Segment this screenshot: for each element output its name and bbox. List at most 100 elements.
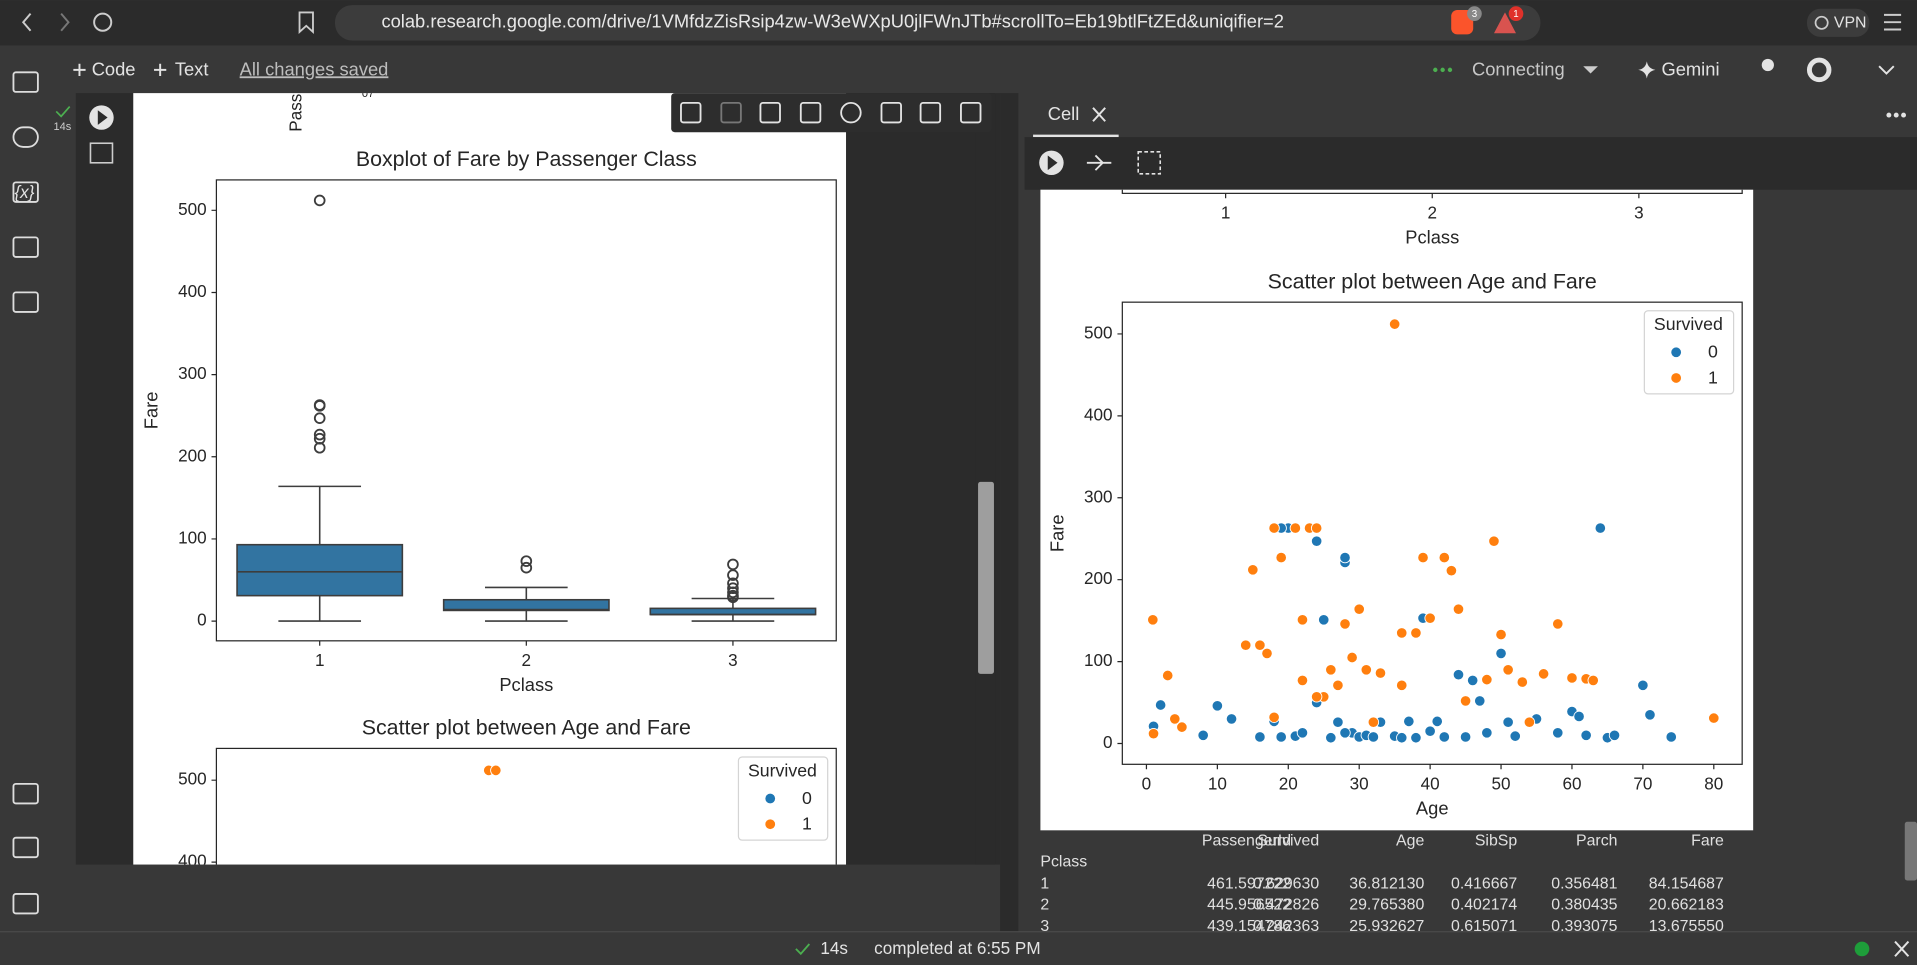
y-tick-label: 500 <box>1084 323 1113 342</box>
panel-tab[interactable]: Cell <box>1048 103 1080 124</box>
chart-title: Scatter plot between Age and Fare <box>362 716 691 740</box>
cell-toolbar-button[interactable] <box>799 101 822 124</box>
scatter-point <box>1438 551 1450 564</box>
scatter-point <box>1275 551 1287 564</box>
cell-toolbar-button[interactable] <box>960 101 982 124</box>
panel-menu-dot[interactable] <box>1893 112 1899 118</box>
flier <box>313 399 326 411</box>
scatter-point <box>1211 700 1224 712</box>
save-status: All changes saved <box>240 58 389 79</box>
scatter-point <box>1339 727 1351 739</box>
status-completed: completed at 6:55 PM <box>874 939 1040 958</box>
scatter-point <box>1374 667 1387 679</box>
share-icon[interactable] <box>1761 58 1774 72</box>
scatter-point <box>1325 732 1337 744</box>
x-tick-label: 2 <box>1427 204 1437 223</box>
forward-button[interactable] <box>60 13 70 32</box>
legend-marker <box>1671 373 1682 383</box>
scatter-point <box>1154 699 1167 711</box>
scatter-point <box>1644 709 1656 721</box>
scatter-point <box>1332 679 1344 692</box>
x-tick-label: 30 <box>1350 775 1369 794</box>
connecting-dot <box>1440 67 1445 73</box>
scatter-point <box>1445 564 1458 577</box>
cell-toolbar-button[interactable] <box>680 101 702 124</box>
scatter-point <box>1310 535 1323 547</box>
scatter-point <box>1318 614 1330 626</box>
flier <box>313 412 326 424</box>
row-index: 3 <box>1040 918 1049 935</box>
cell-toolbar-button[interactable] <box>759 101 781 124</box>
sidebar-icon[interactable] <box>12 181 39 203</box>
scatter-point <box>1594 522 1607 534</box>
axes-frame <box>215 179 837 642</box>
scatter-point <box>490 764 502 777</box>
column-header: PassengerId <box>1202 833 1291 850</box>
runtime-status[interactable]: Connecting <box>1472 58 1565 79</box>
tab-close <box>1092 107 1106 122</box>
y-axis-label: Fare <box>1047 514 1068 552</box>
scatter-point <box>1176 721 1188 733</box>
sidebar-icon[interactable] <box>12 892 39 915</box>
vpn-button[interactable] <box>1806 8 1870 37</box>
x-tick-label: 3 <box>728 651 738 670</box>
legend-label: 1 <box>802 814 812 834</box>
scatter-point <box>1452 603 1465 615</box>
panel-menu-dot[interactable] <box>1901 112 1906 118</box>
gemini-button[interactable]: Gemini <box>1661 58 1719 79</box>
scatter-point <box>1268 711 1280 723</box>
scatter-point <box>1261 647 1273 660</box>
scatter-point <box>1431 715 1443 728</box>
legend-title: Survived <box>748 760 817 780</box>
legend-marker <box>1671 347 1682 358</box>
panel-collapse[interactable] <box>1086 154 1112 171</box>
scatter-point <box>1388 318 1401 330</box>
scatter-point <box>1459 695 1472 707</box>
scatter-point <box>1552 727 1564 739</box>
sidebar-icon[interactable] <box>12 782 39 805</box>
scatter-point <box>1708 712 1720 724</box>
cell-toolbar-button[interactable] <box>880 101 902 124</box>
sidebar-icon[interactable] <box>12 126 39 148</box>
cell-toolbar-button[interactable] <box>840 101 862 124</box>
panel-clear[interactable] <box>1137 150 1162 175</box>
x-tick-label: 3 <box>1634 204 1644 223</box>
settings-icon[interactable] <box>1806 57 1832 83</box>
address-bar[interactable] <box>334 5 1541 41</box>
sidebar-icon[interactable] <box>12 71 39 93</box>
add-code-button[interactable]: Code <box>92 58 136 79</box>
column-header: Survived <box>1257 833 1319 850</box>
y-tick-label: 500 <box>178 770 207 789</box>
badge-count: 3 <box>1472 9 1477 20</box>
scatter-point <box>1360 664 1372 676</box>
sidebar-icon[interactable] <box>12 291 39 313</box>
bookmark-button[interactable] <box>298 11 314 35</box>
sidebar-icon[interactable] <box>12 836 39 859</box>
scatter-point <box>1296 614 1309 626</box>
scrollbar-thumb <box>978 481 994 674</box>
table-cell: 84.154687 <box>1649 875 1724 892</box>
scatter-point <box>1587 674 1599 687</box>
connecting-dot <box>1433 67 1438 73</box>
add-text-button[interactable]: Text <box>175 58 209 79</box>
panel-menu-dot[interactable] <box>1886 112 1892 118</box>
table-cell: 0.402174 <box>1451 897 1517 914</box>
cell-toolbar-button[interactable] <box>919 101 942 124</box>
flier <box>313 428 326 441</box>
runtime-dropdown[interactable] <box>1583 66 1598 74</box>
sidebar-icon[interactable] <box>12 236 39 258</box>
table-cell: 36.812130 <box>1349 875 1424 892</box>
reload-button[interactable] <box>93 12 113 32</box>
collapse-icon[interactable] <box>1878 65 1895 75</box>
cell-toolbar-button[interactable] <box>720 101 742 124</box>
back-button[interactable] <box>21 13 32 32</box>
scatter-point <box>1509 730 1521 742</box>
scatter-point <box>1346 651 1358 664</box>
scatter-point <box>1665 731 1677 743</box>
x-tick-label: 1 <box>1221 204 1231 223</box>
legend-label: 0 <box>1708 342 1718 362</box>
scatter-point <box>1254 731 1266 743</box>
output-toggle[interactable] <box>89 142 114 164</box>
